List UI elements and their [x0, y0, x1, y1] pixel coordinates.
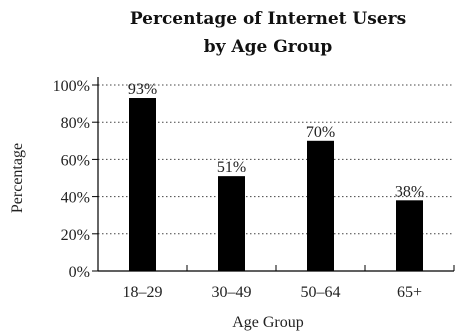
data-label: 93% [128, 81, 157, 98]
bar [396, 200, 423, 271]
x-tick-label: 18–29 [123, 284, 163, 301]
y-axis-label: Percentage [9, 143, 26, 213]
axes: 0% 20% 40% 60% 80% 100% 18–29 30–49 50–64 65+ [53, 77, 455, 301]
y-tick-label: 40% [61, 190, 90, 207]
y-tick-label: 20% [61, 227, 90, 244]
y-tick-label: 0% [69, 264, 90, 281]
y-tick-label: 60% [61, 152, 90, 169]
data-label: 70% [306, 124, 335, 141]
bar [307, 140, 334, 271]
y-tick-label: 100% [53, 78, 90, 95]
data-label: 38% [395, 183, 424, 200]
chart-title: Percentage of Internet Users [130, 9, 406, 29]
gridlines [98, 84, 454, 235]
bar [129, 98, 156, 272]
bar [218, 176, 245, 271]
chart-subtitle: by Age Group [204, 37, 333, 57]
x-tick-label: 65+ [397, 284, 422, 301]
x-tick-label: 50–64 [301, 284, 341, 301]
bars [129, 98, 423, 272]
data-labels: 93% 51% 70% 38% [128, 81, 424, 200]
data-label: 51% [217, 159, 246, 176]
y-tick-label: 80% [61, 115, 90, 132]
x-tick-label: 30–49 [212, 284, 252, 301]
x-axis-label: Age Group [232, 314, 304, 331]
